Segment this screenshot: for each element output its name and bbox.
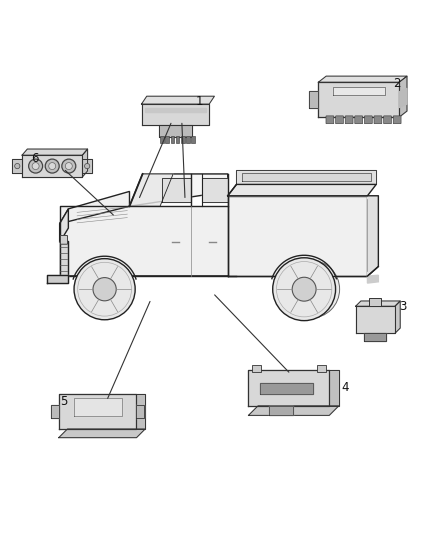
- Bar: [181, 136, 184, 142]
- Circle shape: [74, 259, 135, 320]
- Polygon shape: [248, 370, 329, 406]
- Polygon shape: [22, 155, 82, 177]
- Polygon shape: [162, 179, 191, 202]
- Polygon shape: [261, 383, 313, 394]
- Text: 5: 5: [60, 395, 68, 408]
- Polygon shape: [60, 191, 130, 224]
- Bar: [191, 136, 195, 142]
- Polygon shape: [22, 149, 88, 155]
- Circle shape: [93, 278, 116, 301]
- Polygon shape: [399, 76, 407, 117]
- Text: 2: 2: [393, 77, 401, 91]
- Bar: [160, 136, 163, 142]
- Polygon shape: [367, 196, 378, 276]
- Polygon shape: [356, 306, 395, 333]
- Polygon shape: [159, 125, 192, 138]
- Circle shape: [65, 163, 72, 169]
- Polygon shape: [60, 209, 68, 243]
- Text: 6: 6: [31, 152, 39, 165]
- Circle shape: [45, 159, 59, 173]
- Circle shape: [49, 163, 56, 169]
- Polygon shape: [60, 241, 68, 276]
- FancyBboxPatch shape: [393, 116, 401, 124]
- Polygon shape: [130, 174, 173, 206]
- Polygon shape: [367, 275, 378, 283]
- Polygon shape: [237, 171, 376, 184]
- Polygon shape: [269, 406, 293, 415]
- Bar: [369, 298, 381, 306]
- FancyBboxPatch shape: [384, 116, 392, 124]
- Polygon shape: [59, 429, 145, 438]
- Polygon shape: [228, 184, 376, 196]
- Polygon shape: [74, 398, 122, 416]
- Polygon shape: [145, 108, 206, 112]
- Polygon shape: [82, 159, 92, 173]
- Circle shape: [85, 164, 90, 169]
- Polygon shape: [309, 91, 318, 108]
- Polygon shape: [318, 82, 399, 117]
- Polygon shape: [51, 405, 59, 417]
- Polygon shape: [46, 275, 68, 283]
- FancyBboxPatch shape: [364, 116, 372, 124]
- Polygon shape: [82, 149, 88, 177]
- Bar: [170, 136, 174, 142]
- Polygon shape: [137, 394, 145, 429]
- Polygon shape: [364, 333, 386, 341]
- FancyBboxPatch shape: [345, 116, 353, 124]
- Circle shape: [292, 277, 316, 301]
- Polygon shape: [130, 174, 228, 206]
- FancyBboxPatch shape: [60, 236, 67, 244]
- Polygon shape: [395, 301, 400, 333]
- Circle shape: [32, 163, 39, 169]
- Circle shape: [14, 164, 20, 169]
- Polygon shape: [318, 76, 407, 82]
- Polygon shape: [356, 301, 400, 306]
- Polygon shape: [59, 394, 137, 429]
- FancyBboxPatch shape: [326, 116, 334, 124]
- Bar: [165, 136, 169, 142]
- Polygon shape: [141, 96, 215, 104]
- FancyBboxPatch shape: [336, 116, 343, 124]
- Text: 3: 3: [399, 300, 406, 313]
- Polygon shape: [242, 173, 371, 181]
- FancyBboxPatch shape: [355, 116, 363, 124]
- FancyBboxPatch shape: [374, 116, 382, 124]
- Polygon shape: [202, 179, 228, 202]
- Text: 4: 4: [342, 382, 350, 394]
- Polygon shape: [332, 87, 385, 95]
- Polygon shape: [137, 405, 145, 417]
- Circle shape: [273, 258, 336, 321]
- Polygon shape: [399, 88, 407, 108]
- Bar: [252, 365, 261, 372]
- Polygon shape: [248, 406, 339, 415]
- Polygon shape: [60, 206, 228, 276]
- Polygon shape: [329, 370, 339, 406]
- Text: 1: 1: [196, 95, 203, 108]
- Polygon shape: [228, 196, 367, 276]
- Circle shape: [28, 159, 42, 173]
- Bar: [186, 136, 190, 142]
- Polygon shape: [141, 104, 209, 125]
- Circle shape: [62, 159, 76, 173]
- Circle shape: [282, 260, 339, 318]
- Bar: [317, 365, 326, 372]
- Bar: [176, 136, 179, 142]
- Polygon shape: [12, 159, 22, 173]
